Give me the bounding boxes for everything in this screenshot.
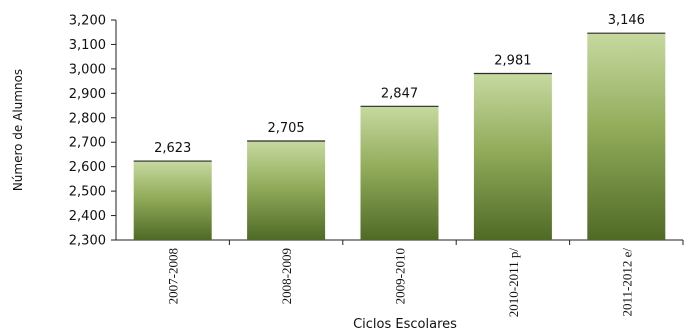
data-label: 2,847 — [381, 86, 418, 101]
data-label: 2,623 — [154, 141, 191, 156]
y-tick-label: 2,300 — [69, 234, 106, 249]
x-tick-label: 2009-2010 — [393, 248, 408, 304]
data-label: 2,981 — [494, 54, 531, 69]
bar — [133, 161, 212, 240]
data-label: 2,705 — [267, 121, 304, 136]
x-tick-label: 2010-2011 p/ — [506, 248, 521, 318]
y-tick-label: 3,100 — [69, 38, 106, 53]
y-tick-label: 2,500 — [69, 185, 106, 200]
x-tick-label: 2007-2008 — [166, 248, 181, 304]
bar — [587, 33, 666, 241]
y-axis-title: Número de Alumnos — [11, 69, 25, 191]
axes-group: 2,300 2,400 2,500 2,600 2,700 2,800 2,900 3,000… — [69, 14, 684, 249]
y-tick-label: 2,800 — [69, 111, 106, 126]
bar — [247, 141, 326, 240]
data-label: 3,146 — [608, 13, 645, 28]
y-tick-label: 2,900 — [69, 87, 106, 102]
y-tick-label: 2,400 — [69, 209, 106, 224]
y-tick-label: 2,700 — [69, 136, 106, 151]
bar — [473, 73, 552, 241]
labels-group: 2,623 2007-2008 2,705 2008-2009 2,847 2009-20… — [154, 13, 645, 317]
x-tick-label: 2011-2012 e/ — [619, 248, 634, 317]
x-tick-label: 2008-2009 — [279, 248, 294, 304]
bars-group — [133, 32, 666, 241]
y-tick-label: 3,000 — [69, 62, 106, 77]
y-tick-label: 2,600 — [69, 160, 106, 175]
y-tick-label: 3,200 — [69, 14, 106, 29]
bar — [360, 106, 439, 241]
x-axis-title: Ciclos Escolares — [353, 317, 457, 332]
